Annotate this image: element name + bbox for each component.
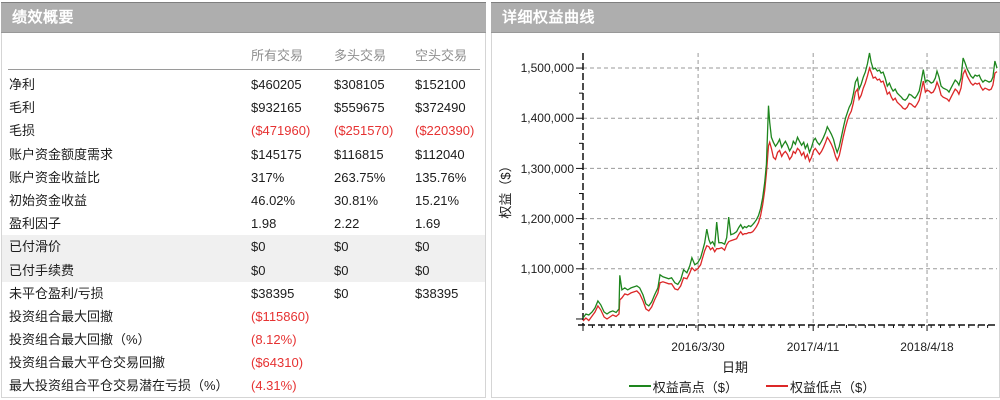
legend-item-equity-low: 权益低点（$） bbox=[766, 378, 876, 395]
chart-legend: 权益高点（$） 权益低点（$） bbox=[628, 378, 875, 395]
equity-curve-panel: 详细权益曲线 权益（$） 1,500,000 1,400,000 1,300,0… bbox=[491, 2, 1000, 398]
row-value-all-trades: $460205 bbox=[251, 77, 302, 92]
table-row: 盈利因子 1.98 2.22 1.69 bbox=[2, 212, 485, 235]
row-value-long-trades: ($251570) bbox=[334, 123, 394, 139]
legend-label-equity-high: 权益高点（$） bbox=[652, 379, 738, 395]
row-label: 毛利 bbox=[9, 100, 36, 116]
table-column-headers: 所有交易 多头交易 空头交易 bbox=[2, 45, 485, 63]
equity-curve-header: 详细权益曲线 bbox=[491, 2, 1000, 33]
table-row: 净利 $460205 $308105 $152100 bbox=[2, 73, 485, 96]
table-row: 已付滑价 $0 $0 $0 bbox=[2, 235, 485, 259]
row-label: 投资组合最大平仓交易回撤 bbox=[9, 355, 166, 371]
legend-item-equity-high: 权益高点（$） bbox=[628, 378, 738, 395]
performance-summary-panel: 绩效概要 所有交易 多头交易 空头交易 净利 $460205 $308105 $… bbox=[1, 2, 486, 398]
row-value-long-trades: 2.22 bbox=[334, 216, 360, 232]
row-value-all-trades: (4.31%) bbox=[251, 378, 297, 394]
row-value-long-trades: $0 bbox=[334, 262, 349, 278]
row-value-all-trades: 1.98 bbox=[251, 216, 277, 232]
row-value-short-trades: 15.21% bbox=[415, 192, 460, 208]
row-label: 净利 bbox=[9, 77, 36, 92]
table-row: 毛利 $932165 $559675 $372490 bbox=[2, 96, 485, 119]
x-axis-title: 日期 bbox=[721, 360, 748, 375]
row-label: 已付手续费 bbox=[9, 262, 75, 278]
row-value-all-trades: 317% bbox=[251, 169, 285, 185]
table-row: 未平仓盈利/亏损 $38395 $0 $38395 bbox=[2, 282, 485, 305]
row-value-all-trades: 46.02% bbox=[251, 192, 296, 208]
row-label: 投资组合最大回撤 bbox=[9, 308, 114, 324]
table-row: 初始资金收益 46.02% 30.81% 15.21% bbox=[2, 189, 485, 212]
row-value-all-trades: $0 bbox=[251, 239, 266, 255]
y-tick-label: 1,200,000 bbox=[520, 212, 574, 226]
row-value-all-trades: $38395 bbox=[251, 285, 295, 301]
row-value-long-trades: $116815 bbox=[334, 146, 384, 162]
row-label: 投资组合最大回撤（%） bbox=[9, 332, 151, 348]
row-value-short-trades: $38395 bbox=[415, 285, 459, 301]
row-value-short-trades: 135.76% bbox=[415, 169, 467, 185]
equity-curve-title: 详细权益曲线 bbox=[502, 9, 596, 26]
equity-chart: 权益（$） 1,500,000 1,400,000 1,300,000 1,20… bbox=[492, 33, 999, 397]
table-row: 投资组合最大回撤 ($115860) bbox=[2, 305, 485, 328]
equity-high-line-swatch bbox=[628, 385, 651, 387]
performance-summary-title: 绩效概要 bbox=[12, 9, 75, 26]
column-header-long-trades: 多头交易 bbox=[334, 48, 387, 63]
column-header-divider bbox=[8, 69, 480, 70]
table-row: 投资组合最大平仓交易回撤 ($64310) bbox=[2, 351, 485, 374]
row-value-short-trades: $152100 bbox=[415, 77, 466, 92]
table-row: 已付手续费 $0 $0 $0 bbox=[2, 258, 485, 282]
row-label: 未平仓盈利/亏损 bbox=[9, 285, 104, 301]
row-value-all-trades: ($115860) bbox=[251, 308, 310, 324]
table-row: 账户资金额度需求 $145175 $116815 $112040 bbox=[2, 143, 485, 166]
row-value-all-trades: (8.12%) bbox=[251, 332, 297, 348]
y-tick-label: 1,400,000 bbox=[520, 111, 574, 125]
table-row: 最大投资组合平仓交易潜在亏损（%） (4.31%) bbox=[2, 374, 485, 397]
performance-table-rows: 净利 $460205 $308105 $152100 毛利 $932165 $5… bbox=[2, 73, 485, 398]
row-value-long-trades: 263.75% bbox=[334, 169, 386, 185]
x-tick-label: 2018/4/18 bbox=[900, 340, 954, 354]
row-value-short-trades: $112040 bbox=[415, 146, 465, 162]
row-value-short-trades: $372490 bbox=[415, 100, 466, 116]
row-value-short-trades: ($220390) bbox=[415, 123, 475, 139]
row-value-long-trades: $0 bbox=[334, 285, 349, 301]
x-tick-label: 2017/4/11 bbox=[786, 340, 840, 354]
equity-chart-svg bbox=[576, 52, 998, 331]
table-row: 账户资金收益比 317% 263.75% 135.76% bbox=[2, 166, 485, 189]
row-label: 毛损 bbox=[9, 123, 36, 139]
column-header-short-trades: 空头交易 bbox=[415, 48, 468, 63]
y-tick-label: 1,100,000 bbox=[520, 262, 574, 276]
legend-label-equity-low: 权益低点（$） bbox=[790, 379, 876, 395]
row-value-all-trades: $0 bbox=[251, 262, 266, 278]
row-value-long-trades: 30.81% bbox=[334, 192, 379, 208]
row-value-long-trades: $559675 bbox=[334, 100, 385, 116]
row-value-all-trades: $932165 bbox=[251, 100, 302, 116]
row-label: 初始资金收益 bbox=[9, 192, 88, 208]
row-value-all-trades: $145175 bbox=[251, 146, 302, 162]
performance-summary-header: 绩效概要 bbox=[1, 2, 486, 33]
equity-low-line-swatch bbox=[766, 385, 788, 387]
row-label: 账户资金额度需求 bbox=[9, 146, 114, 162]
row-label: 盈利因子 bbox=[9, 216, 62, 232]
table-row: 毛损 ($471960) ($251570) ($220390) bbox=[2, 119, 485, 142]
row-label: 已付滑价 bbox=[9, 239, 62, 255]
row-value-long-trades: $0 bbox=[334, 239, 349, 255]
row-value-all-trades: ($64310) bbox=[251, 355, 304, 371]
row-label: 账户资金收益比 bbox=[9, 169, 101, 185]
row-value-long-trades: $308105 bbox=[334, 77, 385, 92]
row-value-short-trades: 1.69 bbox=[415, 216, 441, 232]
row-value-short-trades: $0 bbox=[415, 262, 430, 278]
table-row: 投资组合最大回撤（%） (8.12%) bbox=[2, 328, 485, 351]
column-header-all-trades: 所有交易 bbox=[251, 48, 304, 63]
y-tick-label: 1,300,000 bbox=[520, 162, 574, 176]
performance-table: 所有交易 多头交易 空头交易 净利 $460205 $308105 $15210… bbox=[2, 33, 485, 397]
row-value-short-trades: $0 bbox=[415, 239, 430, 255]
y-axis-title: 权益（$） bbox=[498, 159, 513, 219]
row-value-all-trades: ($471960) bbox=[251, 123, 311, 139]
y-tick-label: 1,500,000 bbox=[520, 61, 574, 75]
row-label: 最大投资组合平仓交易潜在亏损（%） bbox=[9, 378, 229, 394]
x-tick-label: 2016/3/30 bbox=[671, 340, 725, 354]
